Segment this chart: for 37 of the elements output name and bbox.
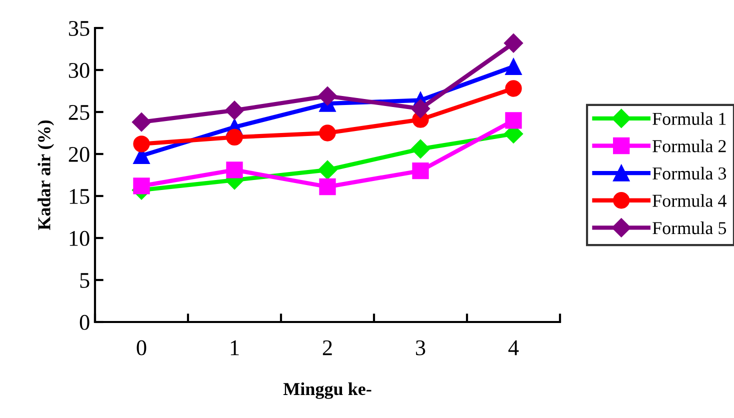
x-axis-title: Minggu ke- <box>283 382 372 399</box>
point <box>318 86 338 106</box>
legend-label: Formula 2 <box>652 140 726 152</box>
point <box>319 178 336 196</box>
point <box>410 99 430 118</box>
legend-label: Formula 3 <box>652 166 726 180</box>
point <box>504 34 524 53</box>
y-tick-label: 25 <box>68 104 90 120</box>
point <box>318 160 338 180</box>
point <box>412 162 429 180</box>
point <box>226 128 243 146</box>
y-tick-label: 35 <box>68 20 90 36</box>
y-tick-label: 30 <box>68 62 90 78</box>
x-tick-label: 2 <box>322 340 332 356</box>
x-tick-label: 4 <box>508 340 519 356</box>
point <box>319 124 336 142</box>
point <box>133 178 150 194</box>
point <box>226 162 243 178</box>
legend-label: Formula 5 <box>652 222 726 234</box>
point <box>410 139 430 158</box>
x-tick-label: 3 <box>416 340 426 356</box>
x-tick-label: 0 <box>136 340 146 356</box>
y-tick-label: 10 <box>70 230 90 246</box>
point <box>133 136 150 152</box>
point <box>505 80 522 97</box>
x-tick-label: 1 <box>230 340 239 356</box>
y-tick-label: 0 <box>80 314 90 330</box>
point <box>505 58 522 75</box>
point <box>224 100 244 120</box>
y-tick-label: 20 <box>68 146 90 162</box>
y-tick-label: 15 <box>70 189 90 204</box>
y-tick-label: 5 <box>80 273 90 288</box>
point <box>505 112 522 129</box>
legend-label: Formula 4 <box>652 194 726 207</box>
y-axis-title: Kadar air (%) <box>38 120 54 230</box>
legend-label: Formula 1 <box>652 112 726 125</box>
point <box>132 112 152 132</box>
